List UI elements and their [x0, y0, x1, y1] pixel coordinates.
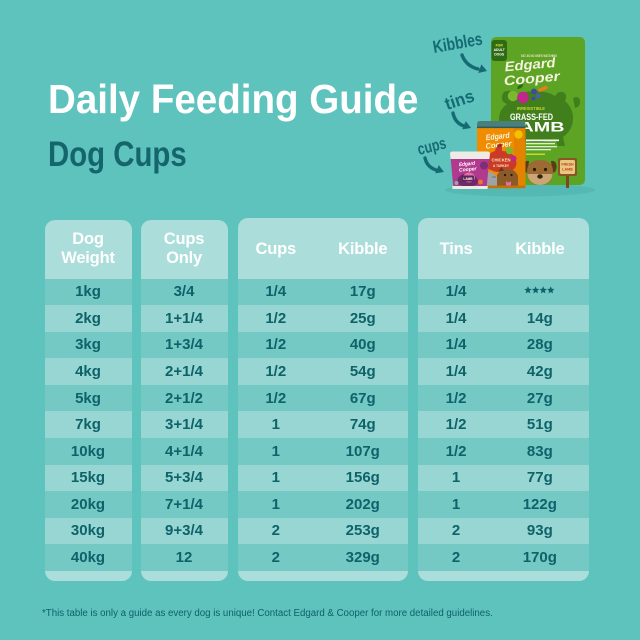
svg-text:DOGS: DOGS	[494, 53, 505, 57]
svg-text:EAT AS NO ONE'S WATCHING: EAT AS NO ONE'S WATCHING	[521, 54, 557, 58]
svg-text:Edgard: Edgard	[485, 131, 511, 143]
svg-text:& TURKEY: & TURKEY	[493, 164, 509, 168]
svg-text:LAMB: LAMB	[463, 177, 473, 181]
svg-text:IRRESISTIBLE: IRRESISTIBLE	[517, 106, 545, 111]
svg-text:Edgard: Edgard	[459, 161, 476, 168]
svg-text:FOR: FOR	[496, 44, 504, 48]
svg-text:Cooper: Cooper	[459, 166, 478, 174]
svg-text:Kibbles: Kibbles	[431, 29, 484, 57]
svg-text:LAMB: LAMB	[562, 168, 573, 172]
svg-text:tins: tins	[442, 85, 477, 113]
svg-text:GRASS-FED: GRASS-FED	[510, 112, 553, 123]
svg-text:Cooper: Cooper	[503, 69, 561, 89]
svg-text:Edgard: Edgard	[504, 55, 557, 74]
svg-text:cups: cups	[416, 134, 448, 158]
svg-text:FRESH: FRESH	[561, 163, 574, 167]
svg-text:ADULT: ADULT	[494, 48, 506, 52]
svg-text:CHICKEN: CHICKEN	[492, 158, 512, 163]
